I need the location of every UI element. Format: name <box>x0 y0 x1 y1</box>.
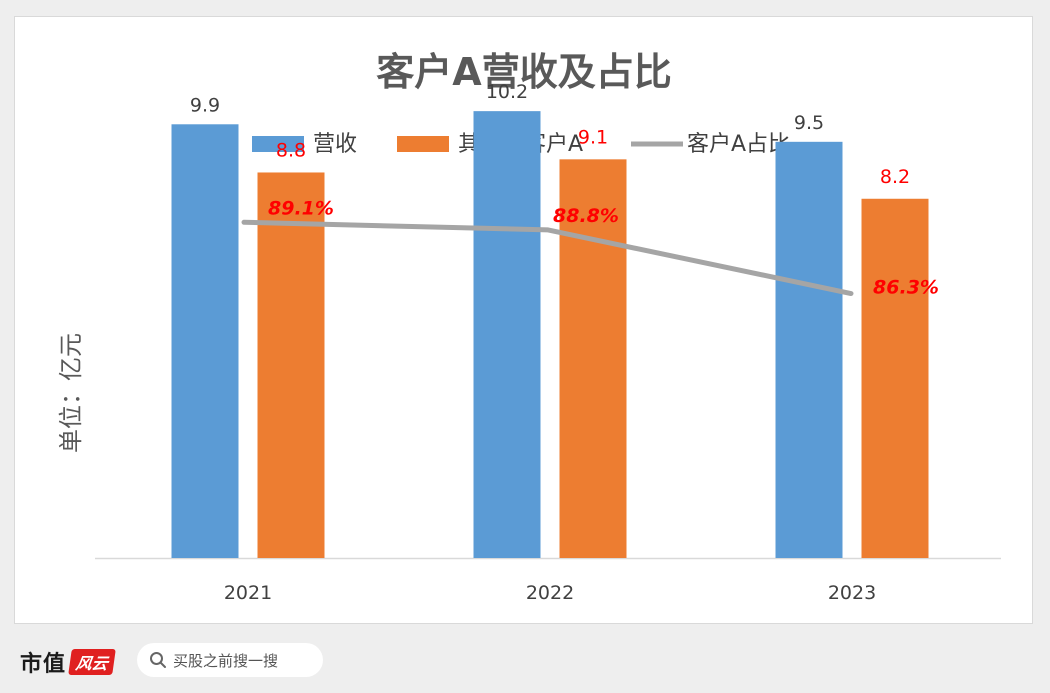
legend-label-share: 客户A占比 <box>687 132 790 157</box>
data-label-client-a-2023: 8.2 <box>880 166 910 188</box>
bar-client-a-2021 <box>257 172 325 558</box>
brand-badge: 风云 <box>68 649 116 675</box>
data-label-client-a-2021: 8.8 <box>276 139 306 161</box>
chart: 客户A营收及占比营收其中：客户A客户A占比单位：亿元9.98.8202110.2… <box>57 50 1001 604</box>
bar-revenue-2022 <box>473 111 541 559</box>
chart-card: 客户A营收及占比营收其中：客户A客户A占比单位：亿元9.98.8202110.2… <box>14 16 1033 624</box>
data-label-share-2021: 89.1% <box>268 197 334 219</box>
search-box[interactable]: 买股之前搜一搜 <box>137 643 323 677</box>
data-label-client-a-2022: 9.1 <box>578 126 608 148</box>
legend-label-revenue: 营收 <box>313 132 357 157</box>
brand-logo[interactable]: 市值 风云 <box>20 646 116 678</box>
y-axis-label: 单位：亿元 <box>57 333 85 453</box>
data-label-revenue-2022: 10.2 <box>486 81 528 103</box>
bar-client-a-2023 <box>861 198 929 558</box>
legend-swatch-client-a <box>397 136 449 152</box>
legend-swatch-revenue <box>252 136 304 152</box>
bar-client-a-2022 <box>559 159 627 559</box>
chart-title: 客户A营收及占比 <box>376 50 671 94</box>
brand-name: 市值 <box>20 651 67 677</box>
bar-revenue-2023 <box>775 141 843 559</box>
bar-revenue-2021 <box>171 124 239 559</box>
x-tick-label-2022: 2022 <box>526 582 574 604</box>
search-placeholder: 买股之前搜一搜 <box>173 651 279 670</box>
data-label-revenue-2021: 9.9 <box>190 94 220 116</box>
data-label-revenue-2023: 9.5 <box>794 112 824 134</box>
search-icon <box>150 652 166 668</box>
data-label-share-2022: 88.8% <box>553 205 619 227</box>
x-tick-label-2023: 2023 <box>828 582 876 604</box>
x-tick-label-2021: 2021 <box>224 582 272 604</box>
data-label-share-2023: 86.3% <box>873 277 939 299</box>
share-line <box>241 219 854 297</box>
